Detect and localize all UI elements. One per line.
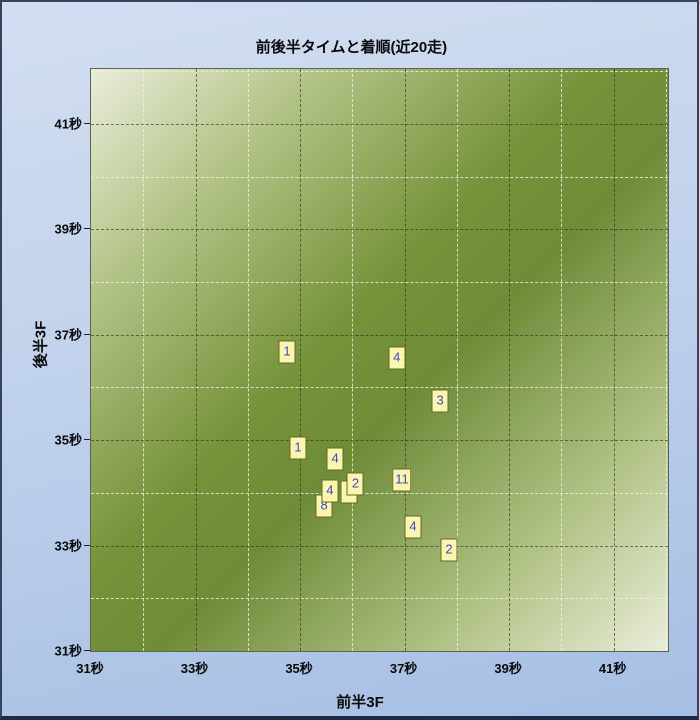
gridline-x-minor [665, 69, 667, 651]
gridline-x-minor [561, 69, 563, 651]
y-tick-label: 41秒 [54, 116, 82, 132]
gridline-x-major [195, 69, 197, 651]
x-tick-label: 31秒 [76, 661, 104, 676]
scatter-point: 2 [440, 538, 458, 562]
y-tick-label: 39秒 [54, 221, 82, 237]
gridline-x-minor [247, 69, 249, 651]
gridline-y-major [91, 545, 668, 547]
x-tick-label: 41秒 [598, 661, 627, 676]
scatter-point: 2 [346, 472, 364, 496]
y-tick-mark [84, 333, 90, 335]
scatter-point: 4 [326, 447, 344, 471]
gridline-y-minor [91, 387, 668, 389]
y-tick-mark [84, 122, 90, 124]
scatter-point: 1 [278, 340, 296, 364]
gridline-y-minor [91, 598, 668, 600]
gridline-y-major [91, 229, 668, 231]
y-tick-label: 33秒 [54, 538, 82, 554]
x-tick-label: 39秒 [494, 661, 522, 676]
x-tick-label: 37秒 [389, 661, 418, 676]
gridline-y-major [91, 440, 668, 442]
gridline-x-minor [456, 69, 458, 651]
gridline-y-minor [91, 281, 668, 283]
gridline-y-minor [91, 71, 668, 73]
gridline-y-minor [91, 176, 668, 178]
scatter-point: 4 [321, 479, 339, 503]
x-tick-label: 35秒 [285, 661, 313, 676]
gridline-x-minor [143, 69, 145, 651]
gridline-x-major [509, 69, 511, 651]
scatter-point: 1 [289, 436, 307, 460]
x-axis-title: 前半3F [336, 694, 384, 711]
y-tick-label: 37秒 [54, 327, 82, 343]
gridline-y-minor [91, 492, 668, 494]
y-tick-mark [84, 544, 90, 546]
scatter-point: 4 [388, 346, 406, 370]
chart-title: 前後半タイムと着順(近20走) [255, 39, 448, 56]
y-tick-mark [84, 228, 90, 230]
gridline-y-major [91, 123, 668, 125]
y-tick-label: 31秒 [54, 643, 82, 659]
scatter-point: 11 [392, 468, 412, 492]
y-tick-mark [84, 650, 90, 651]
scatter-point: 4 [404, 515, 422, 539]
y-tick-mark [84, 439, 90, 441]
scatter-point: 3 [431, 389, 449, 413]
gridline-x-major [300, 69, 302, 651]
gridline-x-minor [352, 69, 354, 651]
x-tick-label: 33秒 [180, 661, 209, 676]
gridline-x-major [613, 69, 615, 651]
gridline-y-major [91, 334, 668, 336]
plot-area: 1431418421142 [90, 68, 669, 652]
y-tick-label: 35秒 [54, 432, 82, 448]
